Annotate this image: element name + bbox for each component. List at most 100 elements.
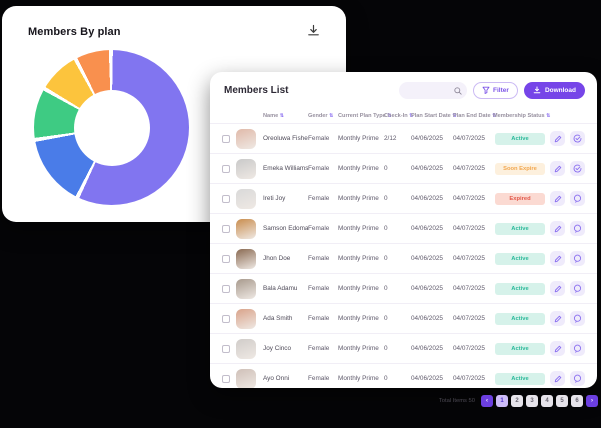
column-header-check-in[interactable]: Check-In ⇅ — [384, 113, 414, 119]
row-actions — [549, 191, 585, 206]
pagination-page-2[interactable]: 2 — [511, 395, 523, 407]
column-header-label: Current Plan Type — [338, 113, 386, 119]
pagination-page-5[interactable]: 5 — [556, 395, 568, 407]
edit-button[interactable] — [550, 191, 565, 206]
row-checkbox[interactable] — [222, 314, 230, 323]
plan-end-date: 04/07/2025 — [453, 255, 485, 262]
column-header-current-plan-type[interactable]: Current Plan Type ⇅ — [338, 113, 392, 119]
edit-button[interactable] — [550, 281, 565, 296]
plan-donut-wrap — [34, 50, 189, 205]
pagination-prev-button[interactable]: ‹ — [481, 395, 493, 407]
member-plan-type: Monthly Prime — [338, 195, 379, 202]
column-header-plan-end-date[interactable]: Plan End Date ⇅ — [453, 113, 497, 119]
sort-icon[interactable]: ⇅ — [546, 113, 551, 119]
pagination-page-6[interactable]: 6 — [571, 395, 583, 407]
row-checkbox[interactable] — [222, 134, 230, 143]
table-row: Ayo Onni Female Monthly Prime 0 04/06/20… — [210, 363, 597, 388]
chat-circle-icon — [573, 191, 582, 206]
member-plan-type: Monthly Prime — [338, 285, 379, 292]
pagination-page-4[interactable]: 4 — [541, 395, 553, 407]
column-header-gender[interactable]: Gender ⇅ — [308, 113, 338, 119]
member-gender: Female — [308, 315, 330, 322]
chat-circle-icon — [573, 281, 582, 296]
plan-end-date: 04/07/2025 — [453, 345, 485, 352]
member-name: Emeka Williams — [263, 165, 308, 172]
search-box[interactable] — [399, 82, 468, 99]
renew-button[interactable] — [570, 341, 585, 356]
sort-icon[interactable]: ⇅ — [387, 113, 392, 119]
column-header-name[interactable]: Name ⇅ — [263, 113, 308, 119]
table-row: Emeka Williams Female Monthly Prime 0 04… — [210, 153, 597, 183]
member-check-in: 0 — [384, 255, 388, 262]
row-checkbox[interactable] — [222, 284, 230, 293]
row-checkbox[interactable] — [222, 164, 230, 173]
plan-start-date: 04/06/2025 — [411, 345, 443, 352]
row-actions — [549, 281, 585, 296]
row-checkbox[interactable] — [222, 254, 230, 263]
confirm-button[interactable] — [570, 131, 585, 146]
donut-hole — [73, 89, 150, 166]
download-icon — [307, 24, 320, 40]
search-input[interactable] — [399, 87, 452, 94]
status-badge: Active — [495, 252, 545, 265]
sort-icon[interactable]: ⇅ — [279, 113, 285, 119]
plan-start-date: 04/06/2025 — [411, 165, 443, 172]
edit-button[interactable] — [550, 251, 565, 266]
sort-icon[interactable]: ⇅ — [409, 113, 414, 119]
column-header-label: Plan End Date — [453, 113, 491, 119]
row-actions — [549, 131, 585, 146]
member-gender: Female — [308, 255, 330, 262]
edit-button[interactable] — [550, 311, 565, 326]
avatar — [236, 128, 256, 149]
row-checkbox[interactable] — [222, 374, 230, 383]
download-icon-button[interactable] — [305, 22, 322, 42]
row-actions — [549, 161, 585, 176]
column-header-label: Gender — [308, 113, 328, 119]
member-check-in: 0 — [384, 315, 388, 322]
member-check-in: 0 — [384, 285, 388, 292]
pagination-next-button[interactable]: › — [586, 395, 598, 407]
status-badge: Active — [495, 132, 545, 145]
sort-icon[interactable]: ⇅ — [492, 113, 497, 119]
renew-button[interactable] — [570, 221, 585, 236]
member-name: Ireti Joy — [263, 195, 286, 202]
plan-end-date: 04/07/2025 — [453, 195, 485, 202]
sort-icon[interactable]: ⇅ — [452, 113, 457, 119]
edit-button[interactable] — [550, 131, 565, 146]
member-gender: Female — [308, 285, 330, 292]
filter-button[interactable]: Filter — [473, 82, 518, 99]
avatar — [236, 308, 256, 329]
row-checkbox[interactable] — [222, 194, 230, 203]
check-circle-icon — [573, 131, 582, 146]
list-card-title: Members List — [224, 85, 289, 96]
download-button[interactable]: Download — [523, 82, 585, 99]
row-checkbox[interactable] — [222, 344, 230, 353]
plan-donut-chart[interactable] — [34, 50, 189, 205]
confirm-button[interactable] — [570, 161, 585, 176]
row-checkbox[interactable] — [222, 224, 230, 233]
renew-button[interactable] — [570, 281, 585, 296]
member-name: Bala Adamu — [263, 285, 298, 292]
renew-button[interactable] — [570, 191, 585, 206]
pagination-page-3[interactable]: 3 — [526, 395, 538, 407]
members-table-body: Oreoluwa Fisher Female Monthly Prime 2/1… — [210, 123, 597, 388]
column-header-plan-start-date[interactable]: Plan Start Date ⇅ — [411, 113, 457, 119]
column-header-membership-status[interactable]: Membership Status ⇅ — [493, 113, 551, 119]
member-check-in: 0 — [384, 375, 388, 382]
renew-button[interactable] — [570, 251, 585, 266]
edit-button[interactable] — [550, 221, 565, 236]
avatar — [236, 368, 256, 388]
table-row: Bala Adamu Female Monthly Prime 0 04/06/… — [210, 273, 597, 303]
edit-button[interactable] — [550, 371, 565, 386]
renew-button[interactable] — [570, 371, 585, 386]
member-plan-type: Monthly Prime — [338, 255, 379, 262]
sort-icon[interactable]: ⇅ — [329, 113, 334, 119]
renew-button[interactable] — [570, 311, 585, 326]
download-button-icon — [533, 86, 541, 96]
check-circle-icon — [573, 161, 582, 176]
edit-button[interactable] — [550, 341, 565, 356]
pagination-page-1[interactable]: 1 — [496, 395, 508, 407]
chat-circle-icon — [573, 311, 582, 326]
pencil-icon — [554, 311, 562, 326]
edit-button[interactable] — [550, 161, 565, 176]
